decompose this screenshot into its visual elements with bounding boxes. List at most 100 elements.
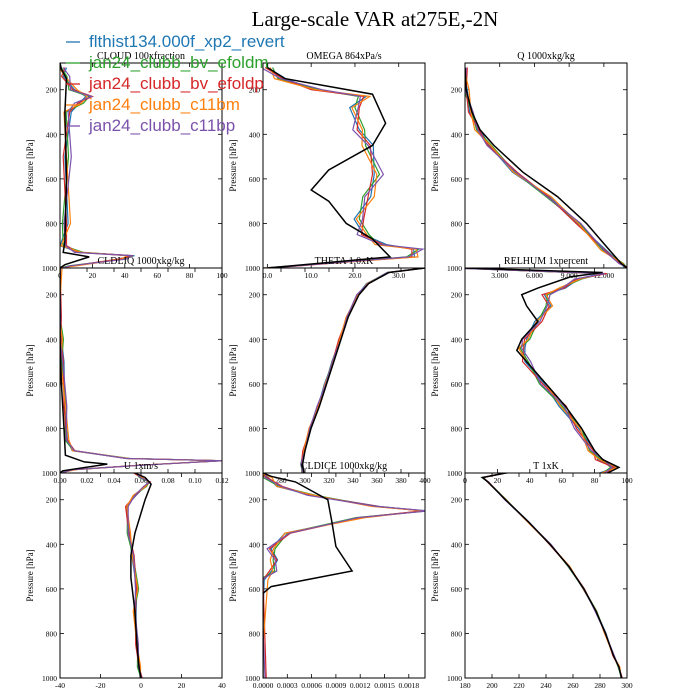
series-line-jan24_clubb_bv_efoldm bbox=[465, 67, 627, 268]
series-line-jan24_clubb_bv_efoldm bbox=[480, 473, 623, 678]
legend-label: jan24_clubb_c11bp bbox=[88, 116, 235, 135]
legend-label: jan24_clubb_bv_efoldm bbox=[88, 53, 269, 72]
y-tick-label: 200 bbox=[46, 291, 58, 300]
series-line-jan24_clubb_c11bp bbox=[480, 473, 623, 678]
x-tick-label: 20 bbox=[178, 681, 186, 690]
plot-frame bbox=[59, 267, 223, 474]
x-tick-label: 0.0009 bbox=[326, 681, 347, 690]
x-tick-label: 0.0012 bbox=[350, 681, 371, 690]
series-line-jan24_clubb_c11bm bbox=[60, 268, 221, 473]
reference-line bbox=[465, 268, 621, 473]
legend-label: jan24_clubb_bv_efoldp bbox=[88, 74, 264, 93]
panel-title: U 1xm/s bbox=[124, 461, 158, 472]
plot-frame bbox=[262, 267, 426, 474]
series-line-jan24_clubb_c11bm bbox=[263, 473, 425, 654]
series-line-jan24_clubb_c11bp bbox=[263, 473, 425, 678]
y-tick-label: 600 bbox=[249, 585, 261, 594]
figure-title: Large-scale VAR at275E,-2N bbox=[252, 7, 499, 31]
x-tick-label: -20 bbox=[96, 681, 106, 690]
series-line-jan24_clubb_c11bm bbox=[60, 67, 130, 268]
x-tick-label: 20 bbox=[89, 271, 97, 280]
panel-p5: THETA 1.0xK Pressure [hPa] 200 400 600 800 100… bbox=[228, 256, 431, 485]
x-tick-label: 280 bbox=[594, 681, 606, 690]
series-lines bbox=[263, 473, 425, 678]
y-tick-label: 200 bbox=[249, 496, 261, 505]
reference-line bbox=[480, 473, 623, 678]
series-lines bbox=[60, 63, 135, 268]
series-line-jan24_clubb_c11bp bbox=[465, 67, 627, 268]
x-tick-label: 0.02 bbox=[80, 476, 93, 485]
x-tick-label: 80 bbox=[186, 271, 194, 280]
reference-line bbox=[263, 473, 354, 678]
x-tick-label: 0.10 bbox=[188, 476, 201, 485]
series-lines bbox=[60, 268, 222, 473]
y-axis-label: Pressure [hPa] bbox=[25, 549, 35, 601]
series-line-flthist134.000f_xp2_revert bbox=[301, 268, 425, 473]
series-line-jan24_clubb_bv_efoldm bbox=[267, 67, 421, 268]
x-tick-label: 0.0018 bbox=[398, 681, 419, 690]
x-tick-label: 12.000 bbox=[594, 271, 615, 280]
series-line-jan24_clubb_bv_efoldp bbox=[481, 473, 623, 678]
series-line-jan24_clubb_bv_efoldp bbox=[465, 67, 627, 268]
series-line-flthist134.000f_xp2_revert bbox=[263, 66, 416, 268]
x-tick-label: 30.0 bbox=[392, 271, 405, 280]
y-axis-label: Pressure [hPa] bbox=[228, 549, 238, 601]
plot-frame bbox=[262, 472, 426, 679]
series-line-jan24_clubb_bv_efoldp bbox=[60, 67, 134, 268]
y-tick-label: 400 bbox=[451, 335, 463, 344]
x-tick-label: 360 bbox=[371, 476, 383, 485]
y-tick-label: 1000 bbox=[42, 264, 57, 273]
series-line-jan24_clubb_c11bm bbox=[468, 268, 619, 473]
y-tick-label: 1000 bbox=[245, 264, 260, 273]
series-line-jan24_clubb_c11bp bbox=[62, 67, 134, 268]
panel-title: CLDICE 1000xkg/kg bbox=[301, 461, 387, 472]
series-line-jan24_clubb_bv_efoldp bbox=[264, 66, 413, 268]
y-axis-label: Pressure [hPa] bbox=[25, 139, 35, 191]
series-line-jan24_clubb_c11bm bbox=[264, 67, 419, 268]
y-tick-label: 400 bbox=[249, 540, 261, 549]
y-axis-label: Pressure [hPa] bbox=[25, 344, 35, 396]
x-tick-label: 40 bbox=[218, 681, 226, 690]
x-tick-label: 0.0 bbox=[263, 271, 273, 280]
y-tick-label: 1000 bbox=[447, 469, 462, 478]
plot-frame bbox=[464, 62, 628, 269]
y-tick-label: 800 bbox=[451, 629, 463, 638]
y-tick-label: 200 bbox=[46, 86, 58, 95]
x-tick-label: 6.000 bbox=[526, 271, 543, 280]
reference-line bbox=[266, 63, 392, 268]
y-axis-label: Pressure [hPa] bbox=[430, 139, 440, 191]
panel-p3: Q 1000xkg/kg Pressure [hPa] 200 400 600 800 10… bbox=[430, 51, 628, 280]
series-line-jan24_clubb_c11bm bbox=[301, 268, 425, 473]
y-tick-label: 200 bbox=[451, 496, 463, 505]
panel-p8: CLDICE 1000xkg/kg Pressure [hPa] 200 400 600… bbox=[228, 461, 426, 690]
y-tick-label: 200 bbox=[451, 291, 463, 300]
series-line-jan24_clubb_c11bm bbox=[482, 473, 622, 678]
y-tick-label: 200 bbox=[46, 496, 58, 505]
y-tick-label: 600 bbox=[451, 175, 463, 184]
series-line-jan24_clubb_bv_efoldm bbox=[300, 268, 425, 473]
plot-frame bbox=[464, 472, 628, 679]
legend-label: flthist134.000f_xp2_revert bbox=[89, 32, 285, 51]
y-tick-label: 400 bbox=[451, 540, 463, 549]
y-tick-label: 600 bbox=[249, 175, 261, 184]
series-line-jan24_clubb_bv_efoldp bbox=[465, 268, 616, 473]
x-tick-label: 0 bbox=[139, 681, 143, 690]
y-tick-label: 1000 bbox=[447, 264, 462, 273]
y-tick-label: 800 bbox=[249, 629, 261, 638]
x-tick-label: 300 bbox=[621, 681, 633, 690]
panel-p2: OMEGA 864xPa/s Pressure [hPa] 200 400 600 800… bbox=[228, 51, 426, 280]
y-axis-label: Pressure [hPa] bbox=[430, 344, 440, 396]
series-line-jan24_clubb_c11bp bbox=[465, 268, 613, 473]
x-tick-label: 240 bbox=[540, 681, 552, 690]
x-tick-label: 10.0 bbox=[305, 271, 318, 280]
series-lines bbox=[300, 268, 425, 473]
y-tick-label: 600 bbox=[249, 380, 261, 389]
y-tick-label: 1000 bbox=[447, 674, 462, 683]
series-lines bbox=[263, 63, 425, 268]
legend: flthist134.000f_xp2_revert jan24_clubb_bv… bbox=[66, 32, 285, 135]
y-tick-label: 800 bbox=[46, 219, 58, 228]
reference-line bbox=[465, 67, 627, 268]
y-tick-label: 400 bbox=[46, 130, 58, 139]
